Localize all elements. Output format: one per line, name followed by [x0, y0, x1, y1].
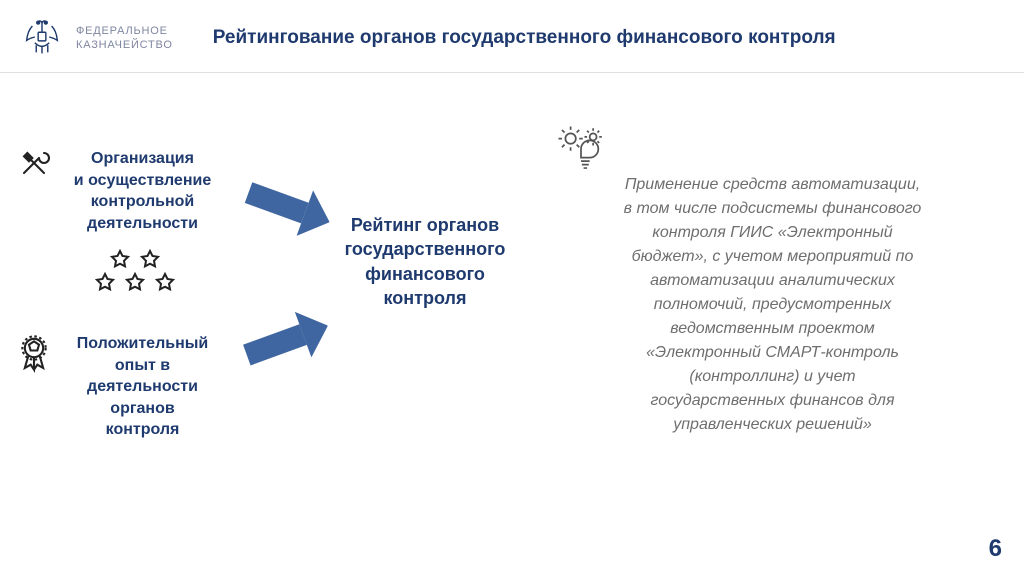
org-line2: КАЗНАЧЕЙСТВО — [76, 38, 173, 52]
description-block: Применение средств автоматизации,в том ч… — [575, 173, 970, 437]
header: ФЕДЕРАЛЬНОЕ КАЗНАЧЕЙСТВО Рейтингование о… — [0, 0, 1024, 73]
arrow-icon — [238, 303, 337, 383]
center-block-rating: Рейтинг органовгосударственногофинансово… — [320, 213, 530, 310]
tools-icon — [14, 143, 54, 188]
input-block-organization: Организацияи осуществлениеконтрольнойдея… — [55, 148, 230, 234]
canvas: Организацияи осуществлениеконтрольнойдея… — [0, 73, 1024, 577]
page-title: Рейтингование органов государственного ф… — [213, 27, 1006, 49]
input-block-experience: Положительныйопыт вдеятельностиоргановко… — [55, 333, 230, 441]
org-name: ФЕДЕРАЛЬНОЕ КАЗНАЧЕЙСТВО — [76, 24, 173, 53]
logo-block: ФЕДЕРАЛЬНОЕ КАЗНАЧЕЙСТВО — [18, 14, 173, 62]
gears-bulb-icon — [555, 123, 607, 180]
page-number: 6 — [989, 535, 1002, 563]
eagle-logo-icon — [18, 14, 66, 62]
org-line1: ФЕДЕРАЛЬНОЕ — [76, 24, 173, 38]
stars-icon — [90, 248, 180, 303]
ribbon-icon — [14, 333, 54, 378]
